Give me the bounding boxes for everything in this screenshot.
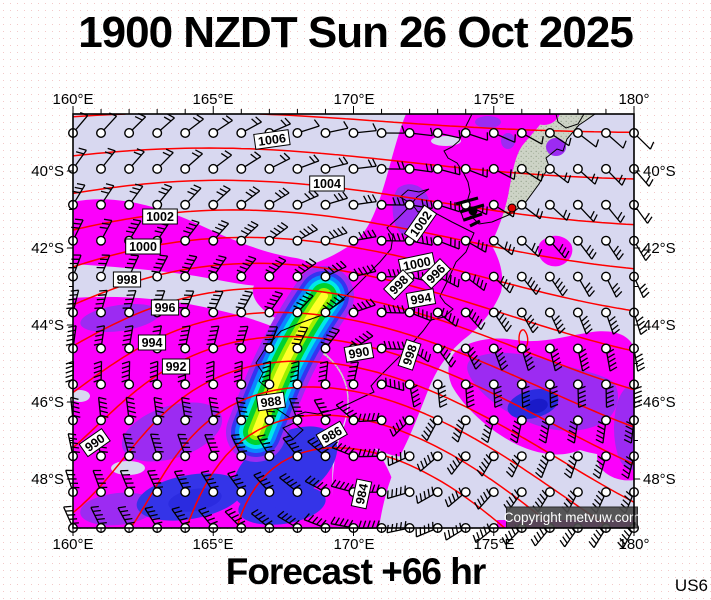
svg-text:1006: 1006 (257, 131, 287, 149)
lat-label-right: 44°S (643, 317, 676, 334)
lat-label-left: 46°S (31, 394, 64, 411)
lon-label-top: 160°E (52, 91, 93, 108)
precip-area (614, 386, 634, 470)
lat-label-left: 44°S (31, 317, 64, 334)
coastline-layer (255, 114, 596, 440)
map-body (73, 114, 634, 528)
axis-labels: 160°E 160°E 165°E 165°E 170°E 170°E 175°E 175°E… (31, 91, 675, 553)
svg-text:992: 992 (166, 360, 187, 374)
isobar-labels-layer: 1006 1004 1002 1000 998 996 994 992 990 … (78, 129, 452, 510)
isobar-label: 990 (343, 342, 375, 363)
rain-intensity-band (252, 292, 328, 436)
isobar-label: 984 (350, 478, 373, 510)
precip-area (546, 138, 566, 156)
isobar-label: 998 (397, 338, 422, 371)
isobar-label: 994 (137, 334, 167, 351)
isobar-label: 1000 (397, 251, 436, 276)
lon-label-top: 180° (618, 91, 649, 108)
precip-area (526, 398, 548, 414)
precip-area (121, 402, 223, 462)
dense-obs-cluster (455, 196, 485, 228)
isobar-label: 1006 (253, 129, 291, 150)
isobar-label: 988 (255, 391, 287, 412)
lon-label-bottom: 180° (618, 536, 649, 553)
lon-label-bottom: 170°E (333, 536, 374, 553)
lat-label-right: 46°S (643, 394, 676, 411)
chart-title: 1900 NZDT Sun 26 Oct 2025 (78, 8, 634, 57)
precip-area (475, 116, 501, 128)
svg-text:996: 996 (155, 301, 176, 315)
forecast-hour-caption: Forecast +66 hr (225, 551, 487, 592)
isobar-label: 1000 (125, 238, 161, 255)
lon-label-top: 175°E (473, 91, 514, 108)
svg-text:1000: 1000 (402, 254, 432, 273)
lat-label-left: 48°S (31, 471, 64, 488)
lat-label-right: 40°S (643, 163, 676, 180)
svg-text:1000: 1000 (129, 240, 157, 254)
copyright-text: Copyright metvuw.com (504, 510, 641, 525)
lon-label-bottom: 175°E (473, 536, 514, 553)
svg-text:1004: 1004 (313, 177, 341, 191)
svg-text:998: 998 (117, 273, 138, 287)
lon-label-top: 170°E (333, 91, 374, 108)
station-marker-dot (507, 203, 517, 213)
lat-label-left: 40°S (31, 163, 64, 180)
svg-text:994: 994 (410, 290, 433, 307)
isobar-label: 998 (112, 271, 142, 288)
precip-area (431, 136, 461, 146)
lon-label-top: 165°E (192, 91, 233, 108)
isobar-label: 1002 (142, 208, 178, 225)
svg-text:988: 988 (260, 394, 283, 411)
copyright-badge: Copyright metvuw.com (504, 506, 641, 529)
model-code-label: US6 (674, 576, 708, 595)
isobar-label: 1004 (309, 175, 345, 192)
lon-label-bottom: 165°E (192, 536, 233, 553)
svg-text:1002: 1002 (146, 210, 174, 224)
lat-label-left: 42°S (31, 240, 64, 257)
isobar-label: 1002 (403, 204, 438, 243)
axis-layer (67, 106, 640, 536)
svg-text:998: 998 (400, 343, 420, 367)
svg-text:984: 984 (353, 482, 371, 505)
svg-text:990: 990 (348, 344, 371, 361)
isobar-label: 994 (405, 288, 437, 309)
isobar-label: 992 (161, 358, 191, 375)
svg-text:994: 994 (142, 336, 163, 350)
precip-area (501, 133, 515, 149)
lon-label-bottom: 160°E (52, 536, 93, 553)
isobar-label: 996 (150, 299, 180, 316)
lat-label-right: 48°S (643, 471, 676, 488)
lat-label-right: 42°S (643, 240, 676, 257)
